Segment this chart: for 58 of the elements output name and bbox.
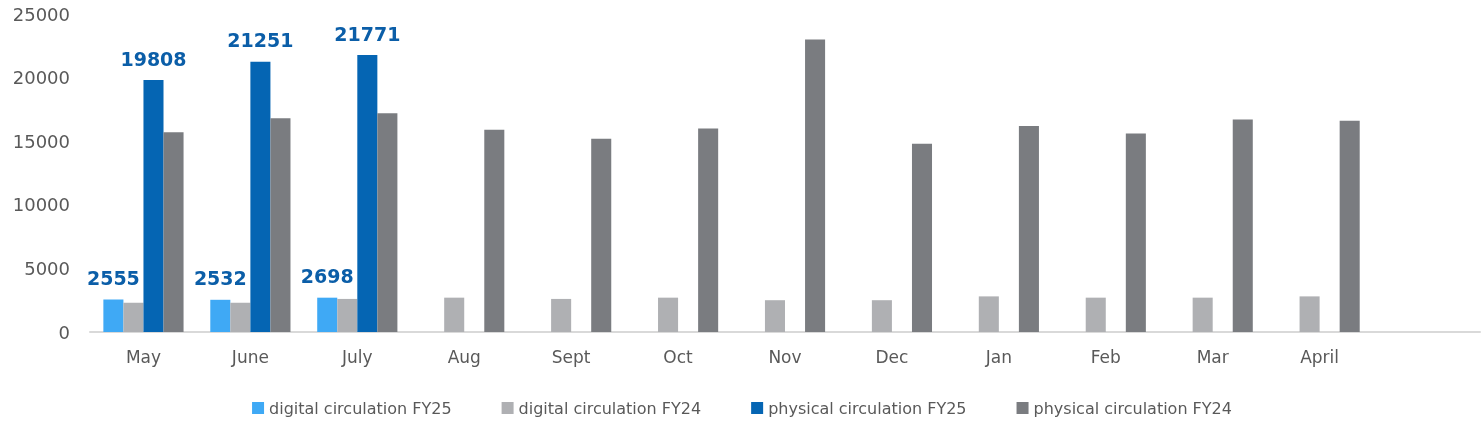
bar xyxy=(551,298,572,332)
bar xyxy=(871,300,892,332)
bar xyxy=(1299,296,1320,332)
bar xyxy=(357,55,378,332)
y-tick-label: 10000 xyxy=(12,194,70,216)
bar xyxy=(210,299,231,332)
data-label: 19808 xyxy=(120,47,187,70)
data-label: 2532 xyxy=(193,267,247,290)
bar xyxy=(978,296,999,332)
bar xyxy=(911,143,933,332)
y-tick-label: 15000 xyxy=(12,130,70,152)
x-tick-label: June xyxy=(230,346,269,367)
bar xyxy=(163,132,184,332)
legend-label: digital circulation FY25 xyxy=(269,398,452,418)
bar xyxy=(317,297,338,332)
bar xyxy=(591,138,612,332)
x-tick-label: Jan xyxy=(984,346,1012,367)
y-tick-label: 25000 xyxy=(12,3,70,25)
y-tick-label: 0 xyxy=(58,321,70,343)
bar xyxy=(764,300,785,332)
bar xyxy=(698,128,719,332)
legend-label: digital circulation FY24 xyxy=(518,398,702,418)
x-tick-label: Mar xyxy=(1196,346,1229,367)
bar xyxy=(337,298,358,332)
bar xyxy=(1085,297,1106,332)
bar xyxy=(484,129,505,332)
bar xyxy=(143,80,164,332)
x-tick-label: Aug xyxy=(447,346,481,367)
x-tick-label: Feb xyxy=(1090,346,1121,367)
bar xyxy=(1339,120,1360,332)
x-tick-label: Nov xyxy=(768,346,802,367)
bar xyxy=(123,302,144,332)
data-label: 21251 xyxy=(227,29,294,52)
x-tick-label: Dec xyxy=(875,346,909,367)
bar xyxy=(1192,297,1213,332)
bar xyxy=(1125,133,1146,332)
x-tick-label: Sept xyxy=(551,346,591,367)
bar xyxy=(377,113,398,332)
bar xyxy=(1018,125,1039,332)
x-tick-label: April xyxy=(1300,346,1340,367)
bar xyxy=(103,299,124,332)
x-tick-label: Oct xyxy=(663,346,694,367)
bar xyxy=(250,61,271,332)
x-tick-label: May xyxy=(125,346,162,367)
x-tick-label: July xyxy=(341,346,373,367)
data-label: 21771 xyxy=(334,22,401,45)
data-label: 2698 xyxy=(300,265,354,288)
bar xyxy=(230,302,251,332)
legend-label: physical circulation FY24 xyxy=(1033,398,1232,418)
data-label: 2555 xyxy=(86,267,140,289)
bar xyxy=(805,39,826,332)
bar xyxy=(1232,119,1253,332)
legend-label: physical circulation FY25 xyxy=(768,398,967,418)
y-tick-label: 5000 xyxy=(24,257,70,279)
bar xyxy=(270,118,291,332)
y-tick-label: 20000 xyxy=(12,67,70,89)
bar xyxy=(444,297,465,332)
bar xyxy=(658,297,679,332)
